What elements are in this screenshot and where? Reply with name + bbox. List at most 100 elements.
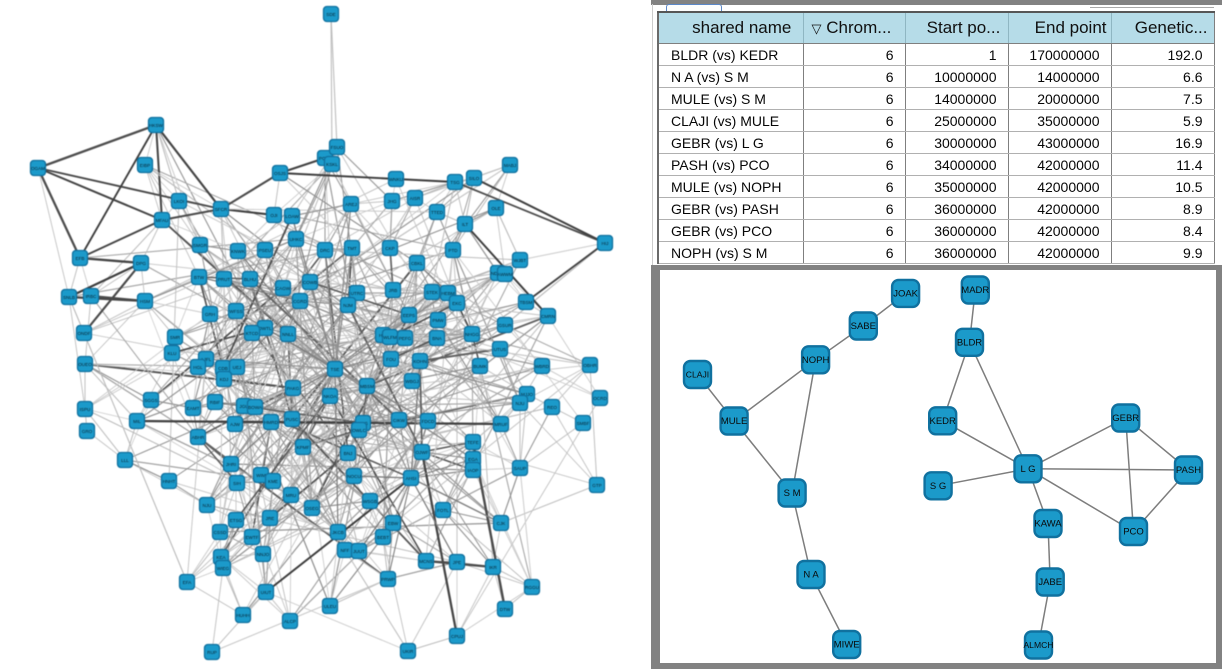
svg-text:LKOI: LKOI [174, 199, 184, 204]
svg-text:PMW: PMW [432, 318, 444, 323]
svg-text:GRO: GRO [82, 429, 93, 434]
svg-text:PTD: PTD [448, 248, 458, 253]
svg-text:JRB: JRB [389, 288, 398, 293]
svg-text:DRC: DRC [320, 248, 331, 253]
svg-text:CMRN: CMRN [541, 314, 555, 319]
svg-text:ONDF: ONDF [77, 331, 90, 336]
svg-text:OGAM: OGAM [31, 166, 45, 171]
svg-text:CBKL: CBKL [411, 261, 423, 266]
svg-text:KSKL: KSKL [326, 162, 338, 167]
svg-text:OWLC: OWLC [352, 428, 366, 433]
svg-text:BNA: BNA [432, 336, 442, 341]
svg-text:HUHH: HUHH [236, 613, 249, 618]
svg-text:PCO: PCO [1123, 527, 1144, 538]
svg-text:UTUS: UTUS [494, 347, 507, 352]
svg-text:TTED: TTED [431, 210, 444, 215]
svg-text:MBSM: MBSM [360, 384, 374, 389]
svg-text:NKOA: NKOA [323, 394, 337, 399]
svg-text:HKSW: HKSW [149, 123, 163, 128]
svg-text:LOAW: LOAW [285, 214, 299, 219]
svg-text:CSSD: CSSD [214, 530, 227, 535]
svg-text:NOPH: NOPH [802, 355, 830, 366]
svg-text:CAGW: CAGW [276, 286, 291, 291]
svg-text:GSUR: GSUR [498, 323, 512, 328]
svg-text:MCNS: MCNS [419, 559, 433, 564]
svg-text:AJFL: AJFL [201, 357, 212, 362]
svg-text:NJU: NJU [203, 503, 212, 508]
svg-text:MABJ: MABJ [504, 163, 516, 168]
svg-text:UEJ: UEJ [233, 365, 242, 370]
svg-text:NNJO: NNJO [257, 552, 270, 557]
svg-text:ABHR: ABHR [192, 435, 205, 440]
svg-text:JHRI: JHRI [226, 462, 236, 467]
svg-text:TSG: TSG [450, 180, 460, 185]
svg-text:CJK: CJK [497, 521, 507, 526]
svg-text:GEBR: GEBR [1112, 413, 1139, 424]
svg-text:N A: N A [803, 570, 819, 581]
svg-text:CGRD: CGRD [293, 299, 307, 304]
svg-text:KDJ: KDJ [220, 377, 229, 382]
svg-text:NFF: NFF [341, 548, 350, 553]
svg-text:FDCD: FDCD [422, 419, 435, 424]
svg-text:OSJS: OSJS [274, 171, 286, 176]
svg-text:JKCB: JKCB [332, 530, 344, 535]
svg-text:EFB: EFB [76, 256, 85, 261]
svg-text:EWTF: EWTF [245, 535, 258, 540]
svg-text:FSUO: FSUO [331, 145, 344, 150]
svg-text:AWWM: AWWM [497, 272, 513, 277]
svg-text:S M: S M [784, 488, 801, 499]
svg-text:OUEO: OUEO [78, 362, 92, 367]
svg-text:HEBM: HEBM [441, 291, 454, 296]
svg-text:WJBT: WJBT [514, 258, 527, 263]
svg-text:BLDR: BLDR [957, 338, 982, 349]
svg-text:JHG: JHG [387, 199, 397, 204]
svg-text:SAUP: SAUP [514, 466, 527, 471]
svg-text:HGL: HGL [193, 365, 203, 370]
svg-text:UHKC: UHKC [289, 237, 303, 242]
svg-text:S G: S G [930, 481, 946, 492]
svg-text:MIL: MIL [133, 419, 141, 424]
svg-text:PASH: PASH [1176, 465, 1201, 476]
svg-text:UKIR: UKIR [403, 649, 415, 654]
svg-text:AISR: AISR [410, 196, 421, 201]
svg-text:SFCR: SFCR [215, 207, 228, 212]
svg-text:EAMT: EAMT [187, 406, 200, 411]
svg-text:PAKG: PAKG [287, 386, 300, 391]
svg-text:WIM: WIM [256, 473, 266, 478]
svg-text:FOTL: FOTL [437, 508, 449, 513]
svg-text:CIKW: CIKW [393, 418, 406, 423]
svg-text:MJJO: MJJO [521, 392, 533, 397]
svg-text:HMRD: HMRD [264, 420, 278, 425]
svg-text:AHSI: AHSI [406, 476, 417, 481]
svg-text:ULEU: ULEU [324, 604, 336, 609]
svg-text:ALMCH: ALMCH [1023, 640, 1053, 650]
svg-text:MULE: MULE [721, 416, 747, 427]
svg-text:KLU: KLU [168, 351, 177, 356]
svg-text:OLE: OLE [491, 206, 500, 211]
svg-text:ETSG: ETSG [230, 518, 243, 523]
svg-text:PEFG: PEFG [399, 336, 412, 341]
svg-text:SNLB: SNLB [63, 295, 75, 300]
svg-text:KEA: KEA [216, 555, 226, 560]
svg-text:TEFE: TEFE [467, 440, 479, 445]
svg-text:NJM: NJM [343, 303, 353, 308]
svg-text:WSGB: WSGB [363, 499, 377, 504]
svg-text:NNLL: NNLL [282, 332, 294, 337]
svg-text:KME: KME [268, 479, 278, 484]
svg-text:CLAJI: CLAJI [686, 370, 709, 380]
svg-text:KEDR: KEDR [929, 416, 956, 427]
svg-text:KAWA: KAWA [1034, 519, 1062, 530]
svg-text:IRBC: IRBC [86, 294, 98, 299]
svg-text:NJU: NJU [516, 401, 525, 406]
svg-text:RGGU: RGGU [525, 585, 539, 590]
svg-text:WBRD: WBRD [535, 364, 550, 369]
svg-text:HIJ: HIJ [602, 241, 609, 246]
svg-text:ALCP: ALCP [284, 619, 296, 624]
svg-text:TMT: TMT [347, 246, 357, 251]
svg-text:HSM: HSM [140, 299, 150, 304]
svg-text:JPE: JPE [453, 560, 461, 565]
svg-text:CPUJ: CPUJ [451, 634, 463, 639]
svg-text:HNHT: HNHT [163, 479, 176, 484]
svg-text:MRUF: MRUF [494, 422, 507, 427]
svg-text:ISPU: ISPU [80, 407, 91, 412]
